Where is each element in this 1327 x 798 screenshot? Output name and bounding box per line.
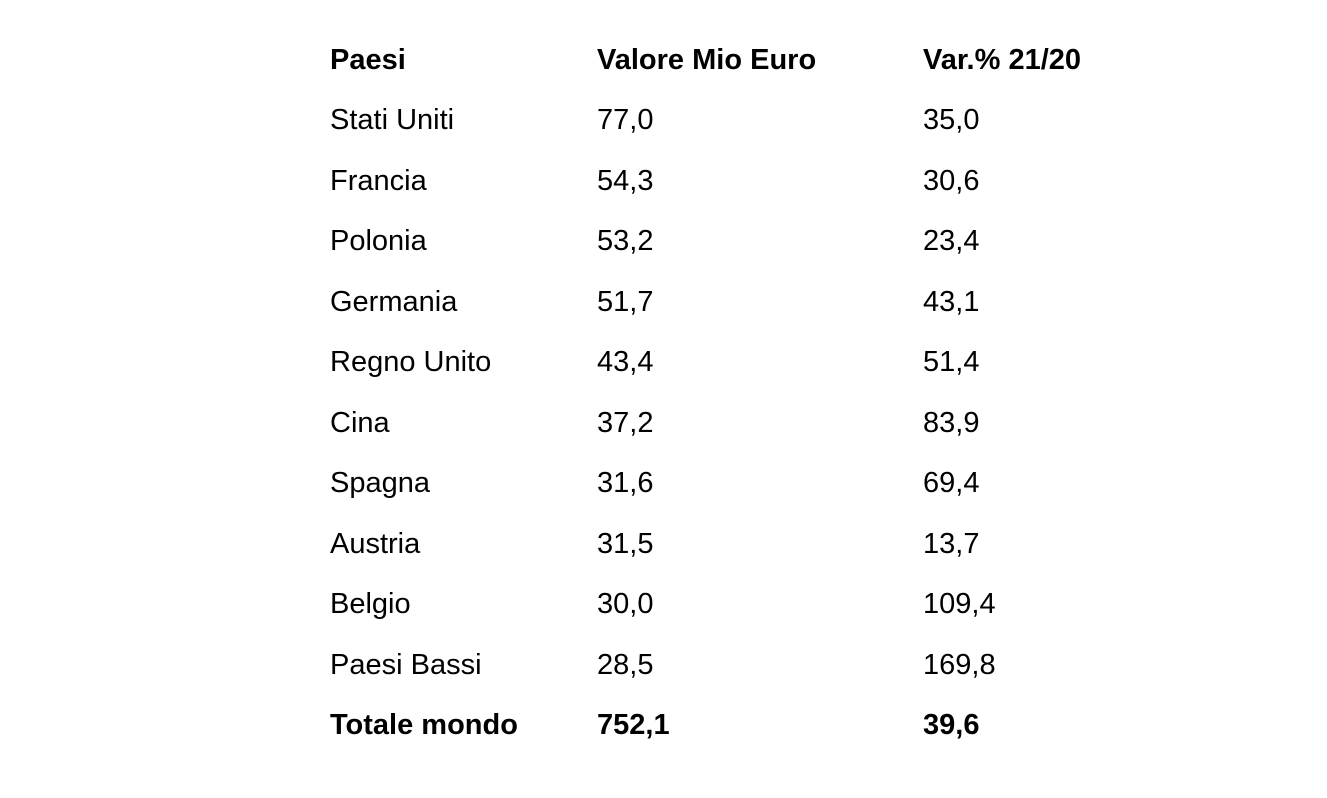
header-paesi: Paesi (330, 43, 406, 76)
country-cell: Spagna (330, 467, 430, 500)
table-row: Austria 31,5 13,7 (330, 514, 1190, 575)
change-cell: 51,4 (923, 346, 980, 379)
value-cell: 54,3 (597, 164, 654, 197)
value-cell: 30,0 (597, 588, 654, 621)
country-cell: Regno Unito (330, 346, 492, 379)
value-cell: 53,2 (597, 225, 654, 258)
value-cell: 43,4 (597, 346, 654, 379)
country-cell: Paesi Bassi (330, 648, 482, 681)
country-cell: Germania (330, 285, 458, 318)
change-cell: 35,0 (923, 104, 980, 137)
header-valore: Valore Mio Euro (597, 43, 817, 76)
change-cell: 83,9 (923, 406, 980, 439)
table-row: Paesi Bassi 28,5 169,8 (330, 635, 1190, 696)
table-header-row: Paesi Valore Mio Euro Var.% 21/20 (330, 30, 1190, 91)
value-cell: 31,6 (597, 467, 654, 500)
country-cell: Austria (330, 527, 421, 560)
table-row: Belgio 30,0 109,4 (330, 575, 1190, 636)
change-cell: 109,4 (923, 588, 996, 621)
value-cell: 51,7 (597, 285, 654, 318)
country-cell: Francia (330, 164, 427, 197)
country-cell: Belgio (330, 588, 411, 621)
value-cell: 28,5 (597, 648, 654, 681)
total-label: Totale mondo (330, 709, 518, 742)
change-cell: 69,4 (923, 467, 980, 500)
table-row: Francia 54,3 30,6 (330, 151, 1190, 212)
change-cell: 169,8 (923, 648, 996, 681)
total-change: 39,6 (923, 709, 980, 742)
total-value: 752,1 (597, 709, 670, 742)
table-row: Germania 51,7 43,1 (330, 272, 1190, 333)
change-cell: 13,7 (923, 527, 980, 560)
table-row: Polonia 53,2 23,4 (330, 212, 1190, 273)
table-row: Stati Uniti 77,0 35,0 (330, 91, 1190, 152)
change-cell: 43,1 (923, 285, 980, 318)
table-row: Regno Unito 43,4 51,4 (330, 333, 1190, 394)
header-variazione: Var.% 21/20 (923, 43, 1082, 76)
country-cell: Cina (330, 406, 390, 439)
table-row: Cina 37,2 83,9 (330, 393, 1190, 454)
change-cell: 23,4 (923, 225, 980, 258)
value-cell: 77,0 (597, 104, 654, 137)
change-cell: 30,6 (923, 164, 980, 197)
data-table: Paesi Valore Mio Euro Var.% 21/20 Stati … (330, 30, 1190, 756)
value-cell: 37,2 (597, 406, 654, 439)
table-total-row: Totale mondo 752,1 39,6 (330, 696, 1190, 757)
table-row: Spagna 31,6 69,4 (330, 454, 1190, 515)
country-cell: Polonia (330, 225, 427, 258)
country-cell: Stati Uniti (330, 104, 455, 137)
value-cell: 31,5 (597, 527, 654, 560)
